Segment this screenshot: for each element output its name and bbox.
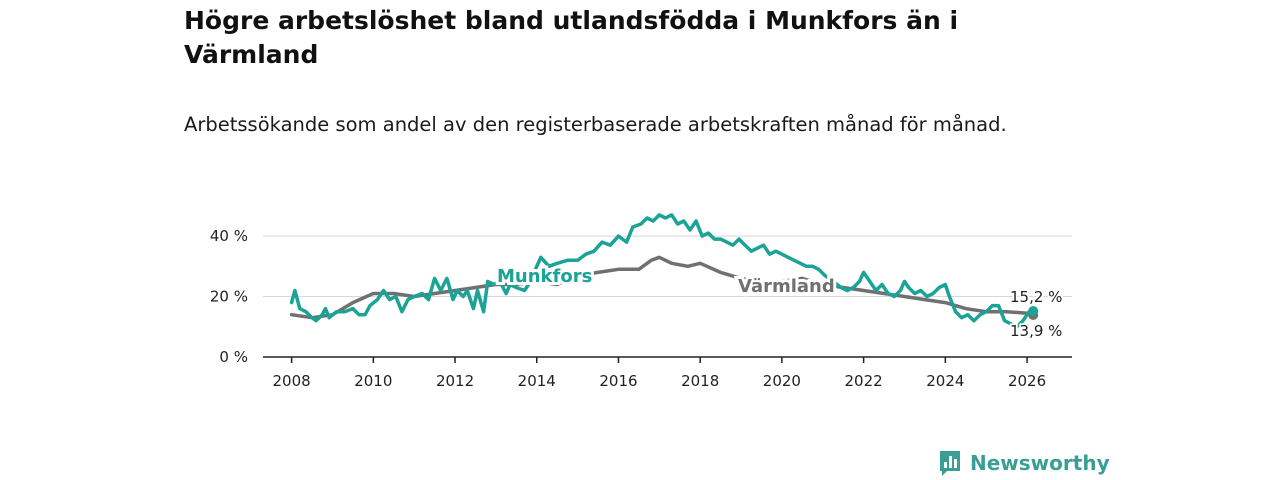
x-tick-label: 2020 — [763, 372, 801, 390]
y-axis: 0 % 20 % 40 % — [210, 227, 248, 366]
x-tick-label: 2022 — [845, 372, 883, 390]
series-lines — [289, 213, 1039, 329]
y-tick-label: 40 % — [210, 227, 248, 245]
y-tick-label: 20 % — [210, 288, 248, 306]
end-point-munkfors — [1028, 306, 1039, 317]
end-label-munkfors: 15,2 % — [1010, 288, 1062, 306]
end-label-varmland: 13,9 % — [1010, 322, 1062, 340]
y-tick-label: 0 % — [219, 348, 248, 366]
x-tick-label: 2018 — [681, 372, 719, 390]
brand-name: Newsworthy — [970, 451, 1110, 475]
x-tick-label: 2026 — [1008, 372, 1046, 390]
gridlines — [263, 235, 1072, 298]
brand: Newsworthy — [938, 448, 1110, 478]
x-tick-label: 2008 — [273, 372, 311, 390]
series-label-munkfors: Munkfors — [497, 266, 592, 287]
line-chart: 0 % 20 % 40 % 2008 2010 2012 2014 2016 2018 2020… — [210, 213, 1072, 390]
newsworthy-logo-icon — [940, 451, 960, 476]
x-axis: 2008 2010 2012 2014 2016 2018 2020 2022 2024 2026 — [263, 356, 1072, 390]
x-tick-label: 2014 — [518, 372, 556, 390]
series-line-munkfors — [289, 213, 1035, 329]
x-tick-label: 2024 — [926, 372, 964, 390]
x-tick-label: 2010 — [354, 372, 392, 390]
series-label-varmland: Värmland — [738, 276, 835, 297]
chart-subtitle: Arbetssökande som andel av den registerb… — [184, 113, 1007, 136]
x-tick-label: 2012 — [436, 372, 474, 390]
series-labels: Munkfors Värmland 15,2 % 13,9 % — [494, 263, 1064, 342]
chart-title: Högre arbetslöshet bland utlandsfödda i … — [184, 6, 959, 69]
x-tick-label: 2016 — [599, 372, 637, 390]
